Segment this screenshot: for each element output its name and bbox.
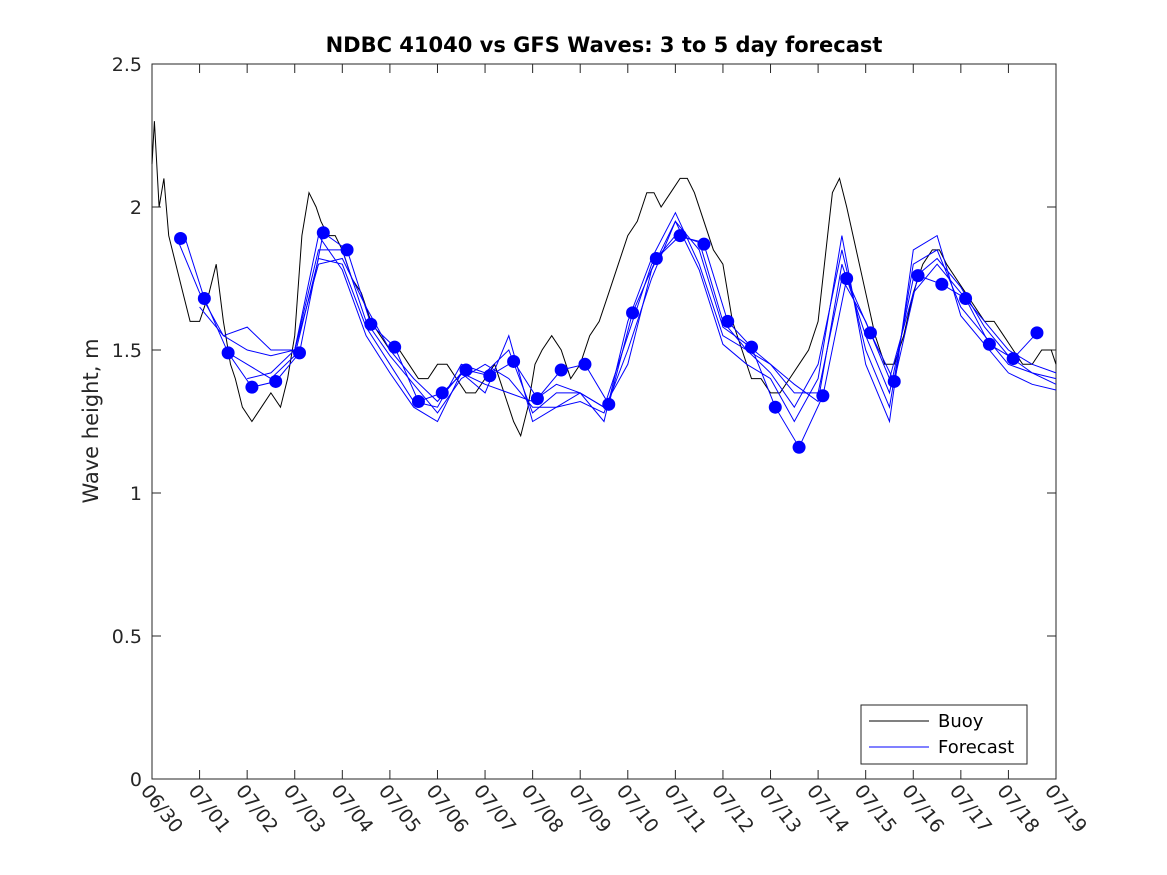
forecast-marker [816, 389, 830, 403]
forecast-marker [245, 380, 259, 394]
forecast-marker [411, 394, 425, 408]
forecast-marker [649, 251, 663, 265]
forecast-marker [554, 363, 568, 377]
chart-title: NDBC 41040 vs GFS Waves: 3 to 5 day fore… [326, 33, 883, 57]
legend-forecast-label: Forecast [938, 737, 1014, 758]
forecast-marker [530, 392, 544, 406]
forecast-marker [435, 386, 449, 400]
forecast-markers [174, 226, 1044, 454]
y-axis-label: Wave height, m [79, 338, 103, 503]
legend: Buoy Forecast [860, 704, 1028, 765]
forecast-marker [840, 272, 854, 285]
forecast-marker [626, 306, 640, 320]
y-tick-label: 2.5 [112, 54, 142, 76]
forecast-marker [507, 354, 521, 368]
legend-box [860, 704, 1028, 765]
forecast-marker [197, 292, 211, 306]
forecast-marker [340, 243, 354, 257]
forecast-line [223, 211, 1057, 423]
forecast-marker [744, 340, 758, 354]
y-tick-label: 1 [130, 483, 142, 505]
forecast-marker [483, 369, 497, 383]
forecast-marker [388, 340, 402, 354]
forecast-marker [174, 231, 188, 245]
forecast-marker [768, 400, 782, 414]
forecast-marker [697, 237, 711, 251]
forecast-marker [911, 269, 925, 283]
forecast-marker [721, 314, 735, 328]
forecast-marker [673, 229, 687, 243]
y-tick-label: 0.5 [112, 626, 142, 648]
forecast-marker [459, 363, 473, 377]
forecast-marker [1006, 352, 1020, 366]
forecast-marker [602, 397, 616, 411]
y-tick-label: 1.5 [112, 340, 142, 362]
buoy-line [151, 121, 1057, 438]
forecast-marker [863, 326, 877, 340]
forecast-marker [364, 317, 378, 331]
forecast-marker [792, 440, 806, 454]
forecast-marker [959, 292, 973, 306]
forecast-marker [982, 337, 996, 351]
forecast-marker [935, 277, 949, 291]
y-tick-label: 2 [130, 197, 142, 219]
legend-buoy-label: Buoy [938, 711, 984, 732]
forecast-marker [316, 226, 330, 240]
forecast-marker [269, 374, 283, 388]
forecast-marker [1030, 326, 1044, 340]
forecast-marker [578, 357, 592, 371]
forecast-marker [887, 374, 901, 388]
y-tick-label: 0 [130, 769, 142, 791]
forecast-marker [292, 346, 306, 360]
forecast-marker [221, 346, 235, 360]
